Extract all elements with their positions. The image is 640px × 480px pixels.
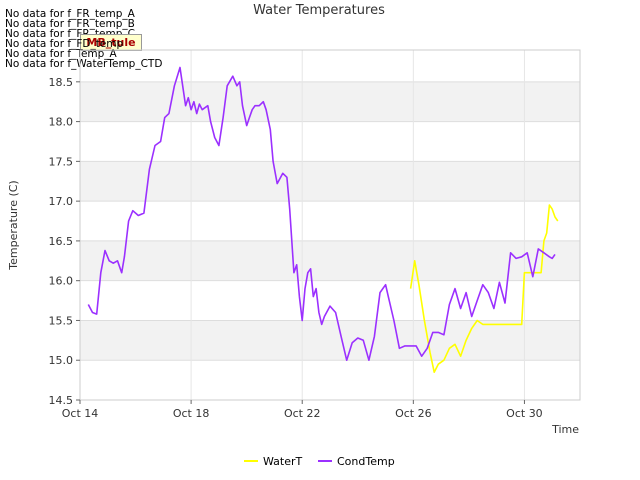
x-tick-label: Oct 18 xyxy=(173,407,210,420)
no-data-message: No data for f_WaterTemp_CTD xyxy=(5,58,163,70)
x-axis-label: Time xyxy=(551,423,579,436)
y-tick-label: 17.5 xyxy=(49,155,74,168)
background-bands xyxy=(80,81,580,361)
background-band xyxy=(80,320,580,361)
y-tick-label: 16.5 xyxy=(49,235,74,248)
no-data-message: No data for f_FD_temp xyxy=(5,38,124,50)
x-tick-label: Oct 14 xyxy=(62,407,99,420)
background-band xyxy=(80,161,580,202)
legend-label-condtemp: CondTemp xyxy=(337,455,395,468)
y-tick-label: 18.0 xyxy=(49,116,74,129)
background-band xyxy=(80,240,580,281)
x-axis: Oct 14 Oct 18 Oct 22 Oct 26 Oct 30 xyxy=(62,400,543,420)
series-layer xyxy=(87,66,559,374)
y-tick-label: 16.0 xyxy=(49,275,74,288)
legend: WaterT CondTemp xyxy=(244,455,395,468)
y-tick-label: 15.0 xyxy=(49,354,74,367)
x-tick-label: Oct 30 xyxy=(506,407,543,420)
y-axis: 14.5 15.0 15.5 16.0 16.5 17.0 17.5 18.0 18.5 xyxy=(49,76,80,407)
y-tick-label: 15.5 xyxy=(49,314,74,327)
x-tick-label: Oct 26 xyxy=(395,407,432,420)
legend-label-watert: WaterT xyxy=(263,455,303,468)
site-badge: MB_tule xyxy=(80,34,142,51)
y-axis-label: Temperature (C) xyxy=(7,180,20,270)
background-band xyxy=(80,81,580,122)
y-tick-label: 14.5 xyxy=(49,394,74,407)
no-data-message: No data for f_FR_temp_B xyxy=(5,18,135,30)
no-data-message: No data for f_Temp_A xyxy=(5,48,117,60)
x-tick-label: Oct 22 xyxy=(284,407,321,420)
no-data-message: No data for f_FR_temp_A xyxy=(5,8,135,20)
y-tick-label: 18.5 xyxy=(49,76,74,89)
series-line-condtemp xyxy=(87,66,556,362)
y-tick-label: 17.0 xyxy=(49,195,74,208)
series-line-watert xyxy=(409,204,559,374)
plot-frame xyxy=(79,49,581,401)
chart-title: Water Temperatures xyxy=(253,3,385,18)
no-data-message: No data for f_FR_temp_C xyxy=(5,28,135,40)
